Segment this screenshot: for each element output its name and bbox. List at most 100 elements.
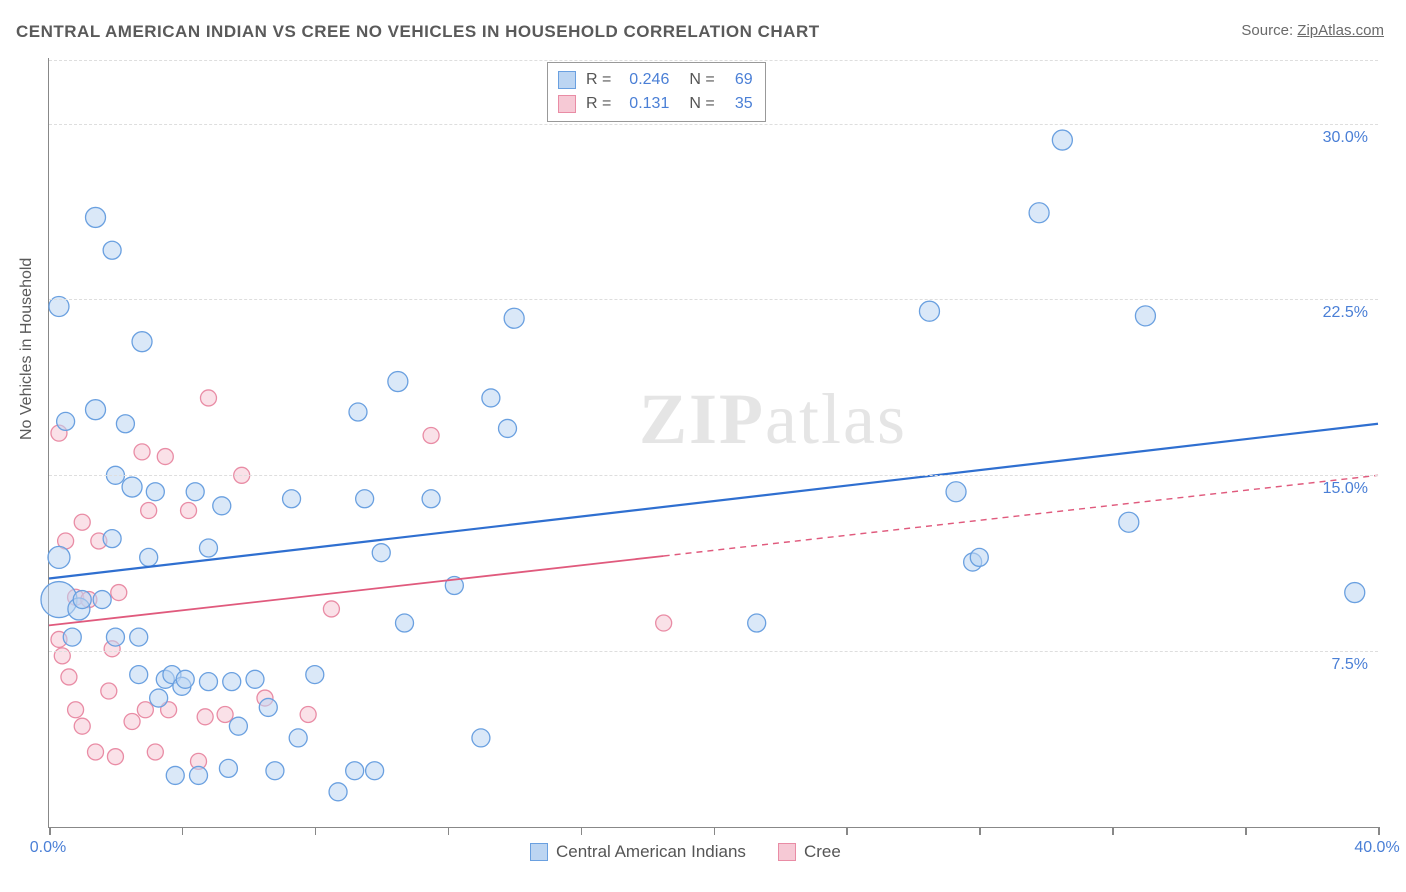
- x-tick: [448, 827, 450, 835]
- legend-label: Central American Indians: [556, 842, 746, 862]
- data-point: [919, 301, 939, 321]
- data-point: [63, 628, 81, 646]
- data-point: [1345, 583, 1365, 603]
- data-point: [68, 702, 84, 718]
- data-point: [329, 783, 347, 801]
- stat-label: R =: [586, 68, 611, 92]
- data-point: [482, 389, 500, 407]
- data-point: [1029, 203, 1049, 223]
- data-point: [137, 702, 153, 718]
- data-point: [366, 762, 384, 780]
- data-point: [116, 415, 134, 433]
- stat-r-value: 0.131: [621, 92, 669, 116]
- data-point: [223, 673, 241, 691]
- x-tick: [581, 827, 583, 835]
- x-tick-label: 40.0%: [1354, 839, 1399, 857]
- data-point: [130, 666, 148, 684]
- data-point: [219, 759, 237, 777]
- swatch-icon: [558, 71, 576, 89]
- stat-n-value: 35: [725, 92, 753, 116]
- x-tick: [714, 827, 716, 835]
- data-point: [246, 670, 264, 688]
- data-point: [181, 502, 197, 518]
- stat-label: R =: [586, 92, 611, 116]
- data-point: [300, 706, 316, 722]
- data-point: [372, 544, 390, 562]
- x-tick: [846, 827, 848, 835]
- data-point: [970, 548, 988, 566]
- chart-title: CENTRAL AMERICAN INDIAN VS CREE NO VEHIC…: [16, 22, 820, 42]
- y-tick-label: 30.0%: [1323, 129, 1368, 147]
- data-point: [146, 483, 164, 501]
- data-point: [217, 706, 233, 722]
- data-point: [74, 514, 90, 530]
- data-point: [73, 591, 91, 609]
- gridline: [49, 651, 1378, 652]
- chart-container: CENTRAL AMERICAN INDIAN VS CREE NO VEHIC…: [0, 0, 1406, 892]
- y-tick-label: 22.5%: [1323, 304, 1368, 322]
- data-point: [349, 403, 367, 421]
- legend-label: Cree: [804, 842, 841, 862]
- data-point: [1119, 512, 1139, 532]
- data-point: [140, 548, 158, 566]
- gridline: [49, 475, 1378, 476]
- data-point: [147, 744, 163, 760]
- x-tick: [49, 827, 51, 835]
- data-point: [124, 713, 140, 729]
- data-point: [266, 762, 284, 780]
- data-point: [86, 207, 106, 227]
- data-point: [141, 502, 157, 518]
- data-point: [199, 673, 217, 691]
- swatch-icon: [778, 843, 796, 861]
- stat-row: R = 0.246 N = 69: [558, 68, 753, 92]
- data-point: [197, 709, 213, 725]
- data-point: [107, 749, 123, 765]
- data-point: [213, 497, 231, 515]
- gridline: [49, 124, 1378, 125]
- trend-line: [49, 556, 664, 625]
- data-point: [946, 482, 966, 502]
- data-point: [1135, 306, 1155, 326]
- data-point: [134, 444, 150, 460]
- x-tick: [1378, 827, 1380, 835]
- swatch-icon: [530, 843, 548, 861]
- data-point: [656, 615, 672, 631]
- plot-area: ZIPatlas R = 0.246 N = 69 R = 0.131 N = …: [48, 58, 1378, 828]
- data-point: [150, 689, 168, 707]
- plot-svg: [49, 58, 1378, 827]
- data-point: [200, 390, 216, 406]
- data-point: [388, 372, 408, 392]
- data-point: [1052, 130, 1072, 150]
- y-axis-title: No Vehicles in Household: [18, 258, 36, 440]
- data-point: [88, 744, 104, 760]
- trend-line-extrapolated: [664, 475, 1378, 556]
- data-point: [306, 666, 324, 684]
- data-point: [132, 332, 152, 352]
- x-tick: [315, 827, 317, 835]
- data-point: [103, 530, 121, 548]
- data-point: [157, 449, 173, 465]
- data-point: [166, 766, 184, 784]
- correlation-legend: R = 0.246 N = 69 R = 0.131 N = 35: [547, 62, 766, 122]
- series-legend: Central American Indians Cree: [530, 842, 841, 862]
- data-point: [346, 762, 364, 780]
- data-point: [190, 766, 208, 784]
- stat-r-value: 0.246: [621, 68, 669, 92]
- data-point: [101, 683, 117, 699]
- data-point: [422, 490, 440, 508]
- source-label: Source:: [1241, 22, 1293, 39]
- gridline: [49, 299, 1378, 300]
- data-point: [103, 241, 121, 259]
- data-point: [122, 477, 142, 497]
- y-tick-label: 7.5%: [1332, 656, 1368, 674]
- stat-row: R = 0.131 N = 35: [558, 92, 753, 116]
- x-tick: [1112, 827, 1114, 835]
- data-point: [57, 412, 75, 430]
- gridline: [49, 60, 1378, 61]
- legend-item: Central American Indians: [530, 842, 746, 862]
- data-point: [748, 614, 766, 632]
- source-link[interactable]: ZipAtlas.com: [1297, 22, 1384, 39]
- data-point: [229, 717, 247, 735]
- data-point: [199, 539, 217, 557]
- data-point: [283, 490, 301, 508]
